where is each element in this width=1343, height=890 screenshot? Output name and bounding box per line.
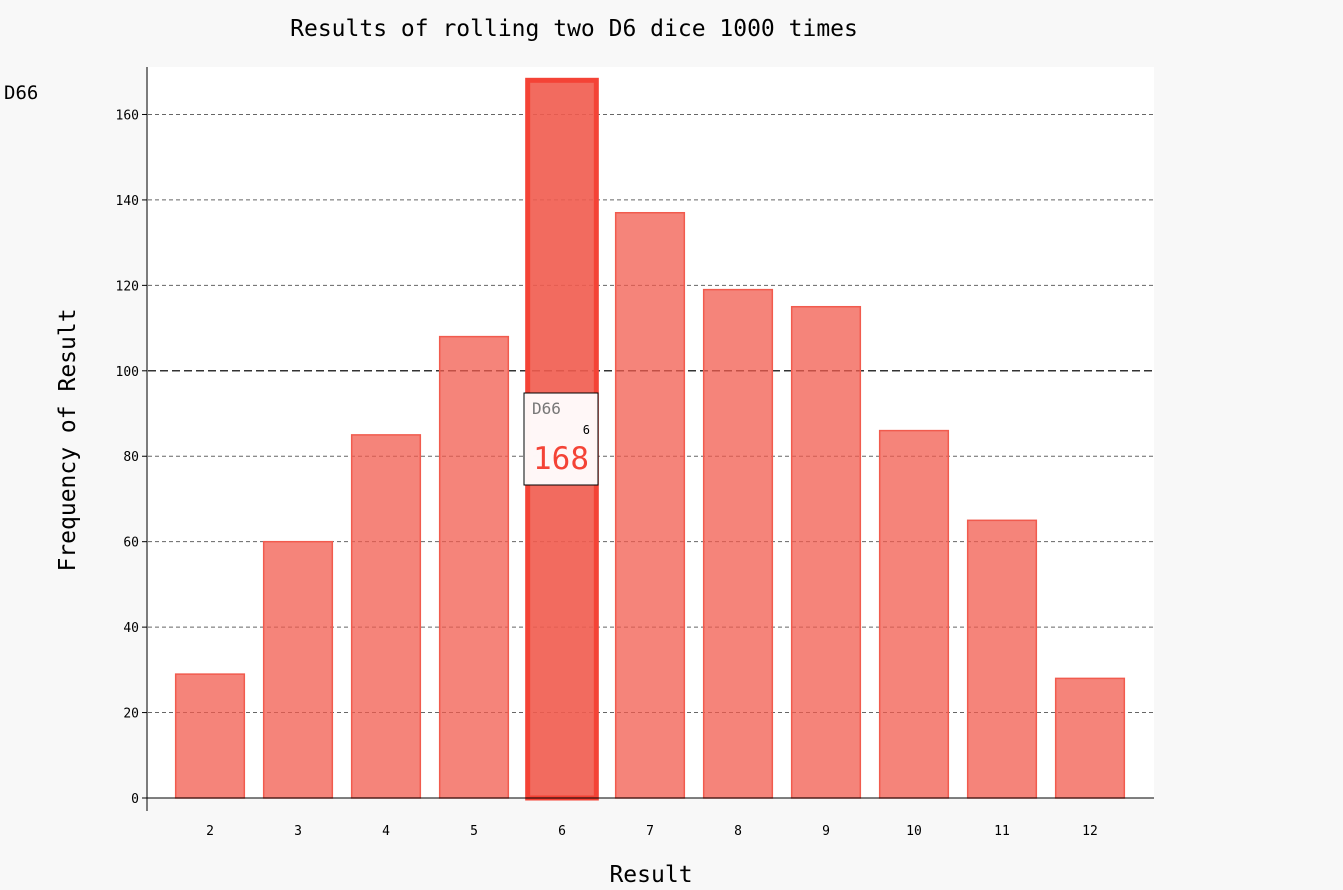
- bar-10[interactable]: [878, 429, 950, 799]
- x-axis-title: Result: [609, 862, 692, 888]
- bar-4[interactable]: [350, 434, 422, 799]
- y-tick-label-140: 140: [116, 194, 139, 209]
- bar-8[interactable]: [702, 288, 774, 799]
- tooltip-x-label: 6: [583, 423, 590, 437]
- tooltip: D66 6 168: [523, 392, 599, 486]
- y-tick-label-100: 100: [116, 365, 139, 380]
- x-tick-label-5: 5: [470, 824, 478, 839]
- y-tick-label-40: 40: [123, 621, 139, 636]
- chart-title: Results of rolling two D6 dice 1000 time…: [290, 16, 858, 42]
- x-tick-label-2: 2: [206, 824, 214, 839]
- bar-12[interactable]: [1054, 677, 1126, 799]
- y-tick-label-80: 80: [123, 450, 139, 465]
- bar-7[interactable]: [614, 211, 686, 799]
- x-tick-label-6: 6: [558, 824, 566, 839]
- legend-series-label[interactable]: D66: [4, 82, 38, 104]
- x-tick-label-3: 3: [294, 824, 302, 839]
- bar-2[interactable]: [174, 673, 246, 799]
- y-tick-label-20: 20: [123, 707, 139, 722]
- bar-11[interactable]: [966, 519, 1038, 799]
- bar-5[interactable]: [438, 335, 510, 799]
- x-tick-label-10: 10: [906, 824, 922, 839]
- tooltip-series-label: D66: [532, 399, 561, 418]
- x-tick-label-12: 12: [1082, 824, 1098, 839]
- x-tick-label-7: 7: [646, 824, 654, 839]
- y-tick-labels: 0 20 40 60 80 100 120 140 160: [116, 108, 147, 807]
- axes: [146, 67, 1154, 811]
- x-tick-labels: 2 3 4 5 6 7 8 9 10 11 12: [206, 824, 1098, 839]
- y-tick-label-0: 0: [131, 792, 139, 807]
- y-axis-title: Frequency of Result: [55, 308, 81, 571]
- x-tick-label-11: 11: [994, 824, 1010, 839]
- y-tick-label-120: 120: [116, 279, 139, 294]
- x-tick-label-9: 9: [822, 824, 830, 839]
- tooltip-value: 168: [533, 441, 589, 477]
- x-tick-label-8: 8: [734, 824, 742, 839]
- bar-3[interactable]: [262, 540, 334, 799]
- bar-9[interactable]: [790, 305, 862, 799]
- y-tick-label-160: 160: [116, 108, 139, 123]
- tooltip-box: [523, 392, 599, 486]
- x-tick-label-4: 4: [382, 824, 390, 839]
- y-tick-label-60: 60: [123, 536, 139, 551]
